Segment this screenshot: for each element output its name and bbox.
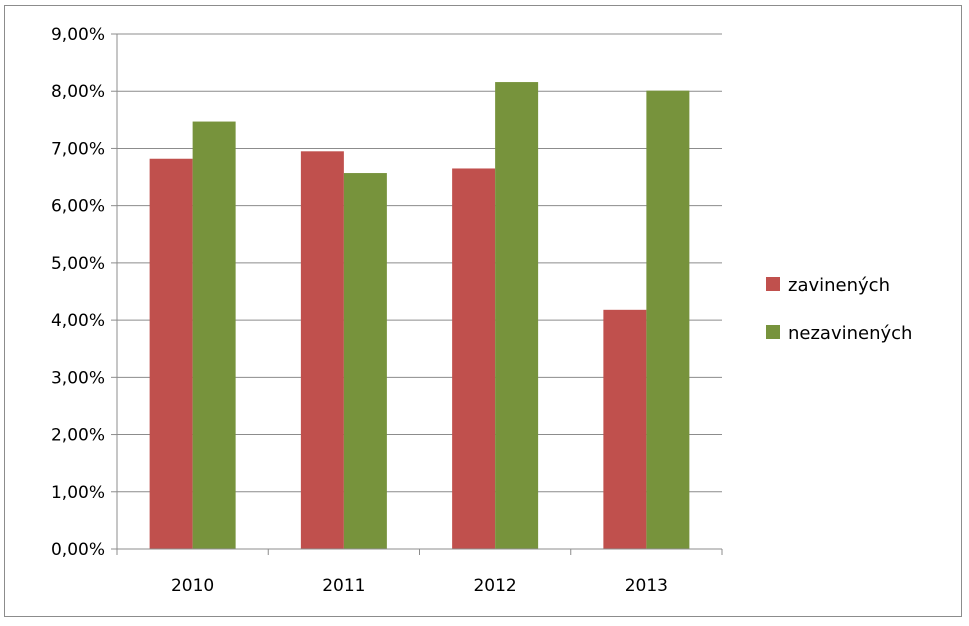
bar-nezavinenych (495, 82, 539, 550)
x-tick-label: 2010 (171, 576, 214, 596)
y-tick-label: 9,00% (51, 25, 105, 45)
y-tick-label: 2,00% (51, 426, 105, 446)
bar-nezavinenych (646, 90, 690, 550)
bar-zavinenych (300, 151, 344, 550)
y-tick-label: 8,00% (51, 82, 105, 102)
axes (111, 33, 723, 555)
y-axis-tick-labels: 0,00% 1,00% 2,00% 3,00% 4,00% 5,00% 6,00% 7,00%… (51, 25, 105, 560)
legend-label: zavinených (788, 275, 890, 296)
x-tick-label: 2011 (322, 576, 365, 596)
bar-zavinenych (603, 309, 647, 549)
legend-swatch (766, 277, 780, 291)
y-tick-label: 3,00% (51, 368, 105, 388)
y-tick-label: 5,00% (51, 254, 105, 274)
y-tick-label: 7,00% (51, 139, 105, 159)
bar-zavinenych (149, 158, 193, 549)
legend: zavinených nezavinených (766, 275, 912, 344)
x-tick-label: 2013 (625, 576, 668, 596)
y-tick-label: 4,00% (51, 311, 105, 331)
legend-label: nezavinených (788, 323, 912, 344)
y-tick-label: 0,00% (51, 540, 105, 560)
bar-zavinenych (452, 168, 496, 549)
x-axis-tick-labels: 2010 2011 2012 2013 (171, 576, 668, 596)
bar-nezavinenych (343, 173, 387, 550)
x-tick-label: 2012 (473, 576, 516, 596)
y-tick-label: 6,00% (51, 197, 105, 217)
bar-nezavinenych (192, 121, 236, 550)
bars (149, 82, 690, 550)
y-tick-label: 1,00% (51, 483, 105, 503)
legend-swatch (766, 325, 780, 339)
